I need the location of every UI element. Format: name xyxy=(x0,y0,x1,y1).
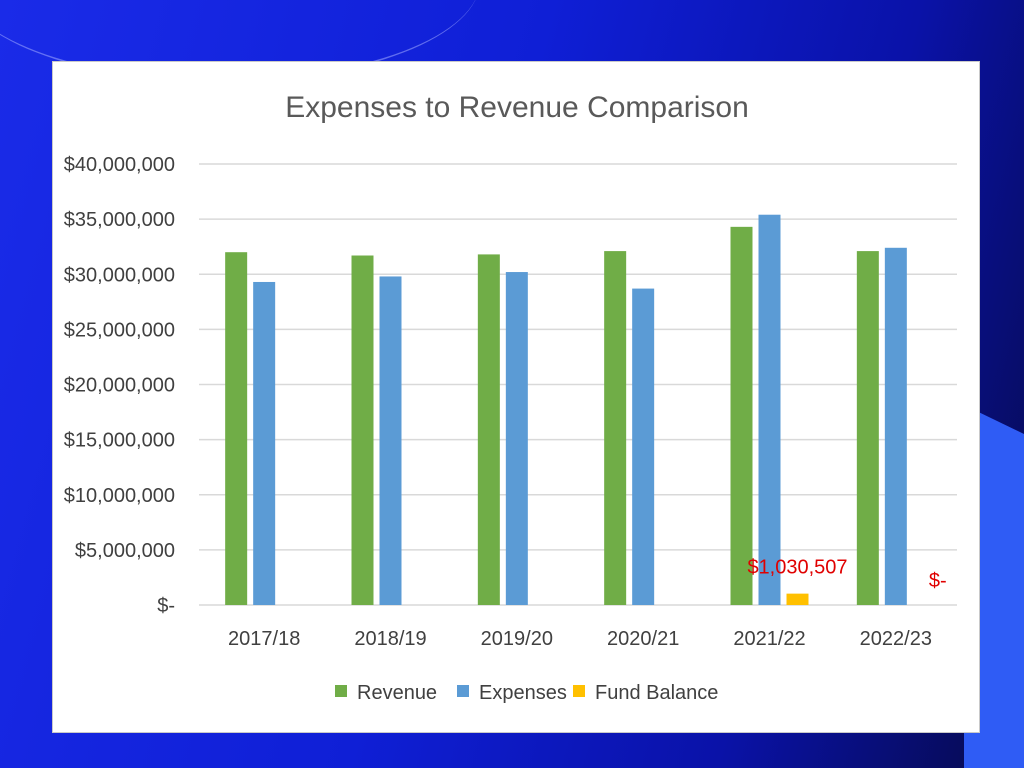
legend-swatch xyxy=(573,685,585,697)
y-tick-label: $30,000,000 xyxy=(64,264,175,286)
x-category-label: 2020/21 xyxy=(607,628,679,650)
bar-expenses xyxy=(253,281,276,605)
y-tick-label: $10,000,000 xyxy=(64,485,175,507)
data-label: $1,030,507 xyxy=(747,557,847,579)
y-tick-label: $5,000,000 xyxy=(75,540,175,562)
legend-swatch xyxy=(457,685,469,697)
data-labels: $1,030,507 $- xyxy=(747,557,946,592)
bar-revenue xyxy=(351,255,374,605)
bar-revenue xyxy=(730,226,753,605)
x-category-label: 2021/22 xyxy=(733,628,805,650)
legend-swatch xyxy=(335,685,347,697)
legend-label: Fund Balance xyxy=(595,682,718,704)
x-category-label: 2017/18 xyxy=(228,628,300,650)
x-category-label: 2019/20 xyxy=(481,628,553,650)
chart-title: Expenses to Revenue Comparison xyxy=(285,91,749,124)
x-axis-categories: 2017/18 2018/19 2019/20 2020/21 2021/22 2022/… xyxy=(228,628,932,650)
y-tick-label: $15,000,000 xyxy=(64,430,175,452)
bar-expenses xyxy=(505,272,528,605)
bars xyxy=(225,214,907,606)
bar-expenses xyxy=(379,276,402,605)
bar-expenses xyxy=(758,214,781,605)
bar-chart: Expenses to Revenue Comparison $- $5,000,… xyxy=(64,91,957,704)
legend-label: Revenue xyxy=(357,682,437,704)
bar-revenue xyxy=(225,252,248,605)
gridlines xyxy=(199,163,957,606)
legend: Revenue Expenses Fund Balance xyxy=(335,682,718,704)
bar-revenue xyxy=(604,251,627,605)
bar-revenue xyxy=(477,254,500,605)
chart-panel: Expenses to Revenue Comparison $- $5,000,… xyxy=(52,61,980,733)
legend-label: Expenses xyxy=(479,682,567,704)
y-tick-label: $40,000,000 xyxy=(64,154,175,176)
bar-revenue xyxy=(856,251,879,605)
y-tick-label: $25,000,000 xyxy=(64,319,175,341)
bar-expenses xyxy=(632,288,655,605)
y-tick-label: $- xyxy=(157,595,175,617)
y-tick-label: $35,000,000 xyxy=(64,209,175,231)
bar-expenses xyxy=(884,247,907,606)
data-label: $- xyxy=(929,570,947,592)
x-category-label: 2018/19 xyxy=(354,628,426,650)
y-axis-ticks: $- $5,000,000 $10,000,000 $15,000,000 $20,00… xyxy=(64,154,175,617)
x-category-label: 2022/23 xyxy=(860,628,932,650)
y-tick-label: $20,000,000 xyxy=(64,375,175,397)
bar-fund-balance xyxy=(786,593,809,605)
